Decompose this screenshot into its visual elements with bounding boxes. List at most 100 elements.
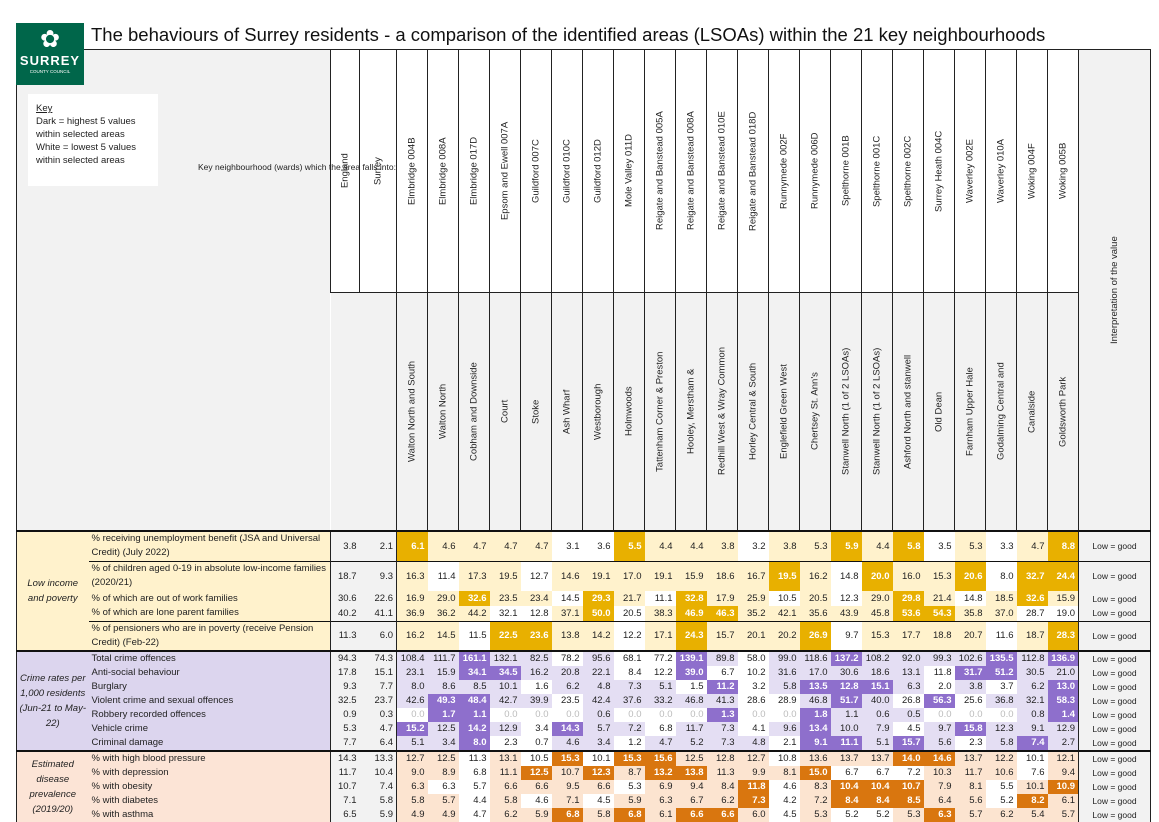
surrey-value: 22.6 (360, 591, 397, 606)
column-header-area[interactable]: Spelthorne 001B (831, 50, 862, 293)
value-cell: 15.9 (676, 561, 707, 591)
value-cell: 16.7 (738, 561, 769, 591)
value-cell: 5.1 (397, 736, 428, 751)
value-cell: 12.2 (645, 666, 676, 680)
value-cell: 4.4 (676, 531, 707, 561)
key-heading: Key (36, 102, 158, 115)
area-name: Reigate and Banstead 018D (738, 50, 768, 292)
value-cell: 5.9 (614, 794, 645, 808)
column-header-area[interactable]: Elmbridge 004B (397, 50, 428, 293)
value-cell: 118.6 (800, 651, 831, 666)
value-cell: 6.1 (645, 808, 676, 822)
indicator-label: Burglary (89, 680, 331, 694)
column-header-area[interactable]: Guildford 012D (583, 50, 614, 293)
column-header-area[interactable]: Surrey Heath 004C (924, 50, 955, 293)
value-cell: 10.7 (893, 780, 924, 794)
interpretation-value: Low = good (1079, 794, 1151, 808)
value-cell: 0.8 (1017, 708, 1048, 722)
value-cell: 1.6 (521, 680, 552, 694)
column-header-area[interactable]: Woking 005B (1048, 50, 1079, 293)
value-cell: 2.7 (1048, 736, 1079, 751)
value-cell: 136.9 (1048, 651, 1079, 666)
column-header-area[interactable]: Spelthorne 002C (893, 50, 924, 293)
column-header-area[interactable]: Epsom and Ewell 007A (490, 50, 521, 293)
column-header-area[interactable]: Woking 004F (1017, 50, 1048, 293)
value-cell: 6.8 (459, 766, 490, 780)
column-header-area[interactable]: Waverley 002E (955, 50, 986, 293)
ward-name: Tattenham Corner & Preston (645, 293, 675, 530)
column-header-area[interactable]: Mole Valley 011D (614, 50, 645, 293)
value-cell: 17.7 (893, 621, 924, 651)
value-cell: 99.0 (769, 651, 800, 666)
value-cell: 15.3 (552, 751, 583, 766)
value-cell: 17.0 (800, 666, 831, 680)
value-cell: 6.8 (645, 722, 676, 736)
column-header-ward: Godalming Central and (986, 293, 1017, 531)
value-cell: 6.7 (862, 766, 893, 780)
value-cell: 89.8 (707, 651, 738, 666)
ward-name: Stanwell North (1 of 2 LSOAs) (831, 293, 861, 530)
value-cell: 34.1 (459, 666, 490, 680)
value-cell: 11.3 (459, 751, 490, 766)
value-cell: 12.1 (1048, 751, 1079, 766)
column-header-area[interactable]: Runnymede 002F (769, 50, 800, 293)
area-name: Reigate and Banstead 010E (707, 50, 737, 292)
value-cell: 20.8 (552, 666, 583, 680)
value-cell: 5.2 (986, 794, 1017, 808)
interpretation-value: Low = good (1079, 722, 1151, 736)
column-header-area[interactable]: Elmbridge 008A (428, 50, 459, 293)
column-header-area[interactable]: Elmbridge 017D (459, 50, 490, 293)
surrey-value: 41.1 (360, 606, 397, 621)
value-cell: 16.2 (800, 561, 831, 591)
value-cell: 9.7 (924, 722, 955, 736)
value-cell: 8.1 (955, 780, 986, 794)
column-header-area[interactable]: Guildford 007C (521, 50, 552, 293)
value-cell: 16.2 (397, 621, 428, 651)
value-cell: 11.8 (738, 780, 769, 794)
header-interpretation: Interpretation of the value (1079, 50, 1151, 532)
column-header-area[interactable]: Reigate and Banstead 005A (645, 50, 676, 293)
value-cell: 108.2 (862, 651, 893, 666)
value-cell: 14.6 (552, 561, 583, 591)
section-label: Estimated disease prevalence (2019/20) (17, 751, 89, 822)
value-cell: 0.5 (893, 708, 924, 722)
column-header-area[interactable]: Reigate and Banstead 010E (707, 50, 738, 293)
value-cell: 14.0 (893, 751, 924, 766)
indicator-label: % of which are out of work families (89, 591, 331, 606)
indicator-label: % with depression (89, 766, 331, 780)
value-cell: 15.1 (862, 680, 893, 694)
value-cell: 8.4 (614, 666, 645, 680)
surrey-value: 15.1 (360, 666, 397, 680)
value-cell: 11.4 (428, 561, 459, 591)
surrey-value: 2.1 (360, 531, 397, 561)
indicator-label: Total crime offences (89, 651, 331, 666)
ward-name: Redhill West & Wray Common (707, 293, 737, 530)
value-cell: 10.1 (583, 751, 614, 766)
column-header-area[interactable]: Spelthorne 001C (862, 50, 893, 293)
table-row: % of children aged 0-19 in absolute low-… (17, 561, 1151, 591)
surrey-value: 9.3 (360, 561, 397, 591)
column-header-area[interactable]: Reigate and Banstead 018D (738, 50, 769, 293)
england-value: 10.7 (331, 780, 360, 794)
value-cell: 45.8 (862, 606, 893, 621)
value-cell: 19.0 (1048, 606, 1079, 621)
value-cell: 20.5 (614, 606, 645, 621)
ward-name: Court (490, 293, 520, 530)
column-header-area[interactable]: Guildford 010C (552, 50, 583, 293)
interpretation-value: Low = good (1079, 561, 1151, 591)
area-name: Reigate and Banstead 005A (645, 50, 675, 292)
page-title: The behaviours of Surrey residents - a c… (91, 24, 1045, 46)
value-cell: 12.5 (428, 751, 459, 766)
value-cell: 11.5 (459, 621, 490, 651)
column-header-area[interactable]: Waverley 010A (986, 50, 1017, 293)
column-header-area[interactable]: Reigate and Banstead 008A (676, 50, 707, 293)
ward-name: Horley Central & South (738, 293, 768, 530)
value-cell: 5.7 (459, 780, 490, 794)
value-cell: 108.4 (397, 651, 428, 666)
column-header-area[interactable]: Runnymede 006D (800, 50, 831, 293)
value-cell: 9.6 (769, 722, 800, 736)
value-cell: 29.0 (428, 591, 459, 606)
value-cell: 49.3 (428, 694, 459, 708)
value-cell: 1.5 (676, 680, 707, 694)
